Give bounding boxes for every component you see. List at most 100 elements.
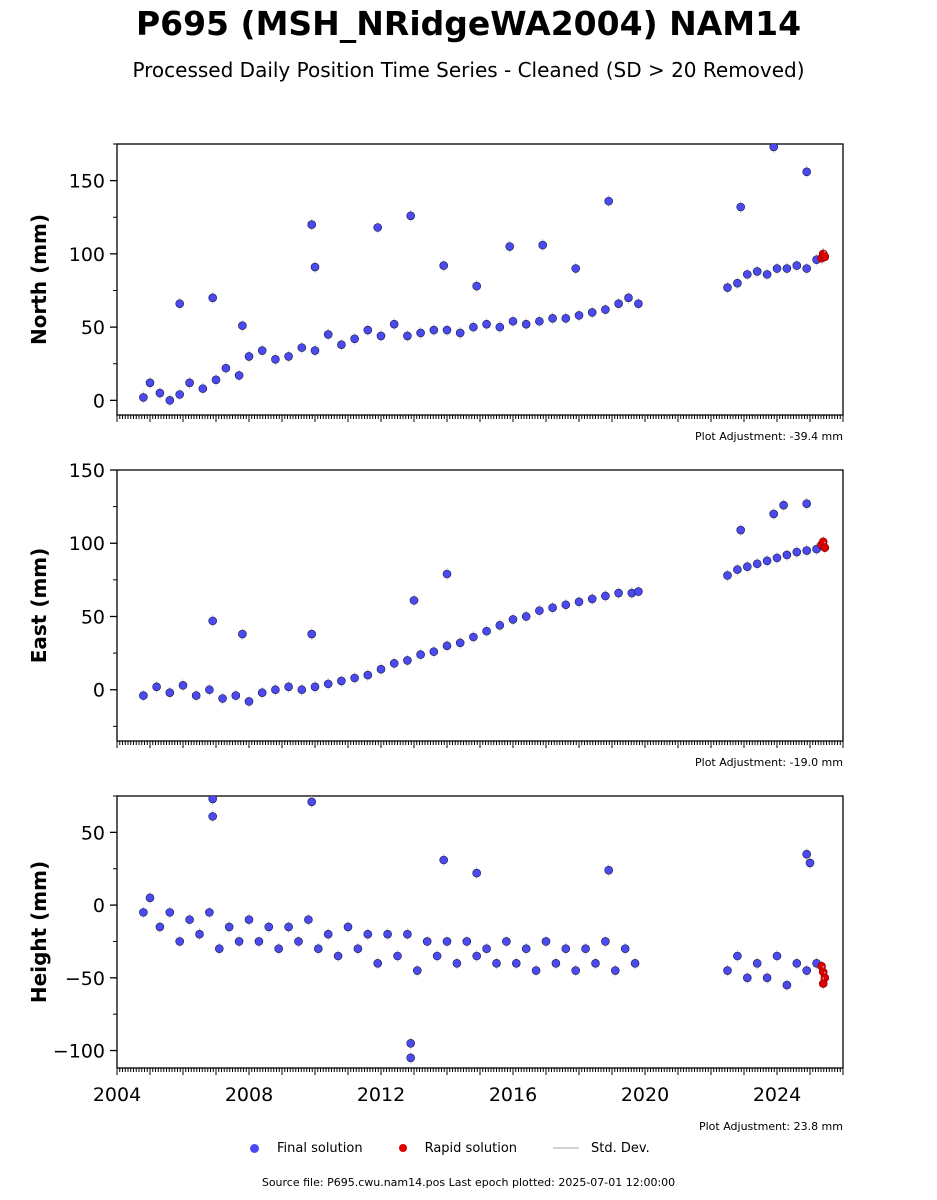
final-solution-point	[412, 966, 422, 975]
final-solution-point	[409, 596, 419, 605]
final-solution-point	[630, 958, 640, 968]
x-tick-label: 2008	[225, 1084, 273, 1106]
final-solution-point	[343, 922, 353, 932]
final-solution-point	[482, 944, 491, 954]
final-solution-point	[561, 944, 571, 954]
final-solution-point	[782, 980, 792, 990]
final-solution-point	[779, 500, 788, 510]
final-solution-point	[742, 973, 752, 983]
final-solution-point	[574, 311, 584, 320]
final-solution-point	[254, 937, 264, 946]
final-solution-point	[191, 691, 201, 700]
y-tick-label: 50	[81, 606, 105, 628]
final-solution-point	[429, 325, 439, 335]
final-solution-point	[152, 682, 161, 692]
final-solution-point	[231, 691, 241, 700]
final-solution-point	[353, 944, 363, 954]
final-solution-point	[733, 278, 742, 288]
final-solution-point	[274, 944, 284, 954]
final-solution-point	[208, 796, 217, 804]
final-solution-point	[733, 951, 742, 961]
plot-adjustment-note: Plot Adjustment: -19.0 mm	[695, 756, 843, 769]
y-tick-label: 100	[69, 244, 105, 266]
final-solution-point	[376, 664, 386, 674]
final-solution-point	[297, 343, 307, 352]
final-solution-point	[383, 929, 392, 939]
final-solution-point	[561, 314, 571, 323]
final-solution-point	[271, 355, 280, 364]
final-solution-point	[307, 220, 317, 229]
final-solution-point	[792, 958, 802, 968]
data-layer	[139, 497, 830, 708]
final-solution-point	[185, 378, 194, 388]
final-solution-point	[323, 679, 333, 689]
final-solution-point	[548, 314, 557, 323]
final-solution-point	[723, 966, 732, 975]
final-solution-point	[175, 299, 184, 308]
final-solution-point	[264, 922, 274, 932]
final-solution-point	[145, 378, 155, 388]
final-solution-point	[802, 167, 812, 177]
final-solution-point	[752, 559, 762, 569]
final-solution-point	[581, 944, 590, 954]
final-solution-point	[165, 688, 175, 697]
final-solution-point	[393, 951, 402, 961]
final-solution-point	[482, 319, 491, 329]
chart-title: P695 (MSH_NRidgeWA2004) NAM14	[135, 4, 802, 43]
final-solution-point	[472, 868, 482, 878]
final-solution-point	[802, 499, 812, 508]
final-solution-point	[505, 242, 515, 251]
final-solution-point	[769, 509, 779, 519]
y-tick-label: 50	[81, 317, 105, 339]
legend-label-stddev: Std. Dev.	[591, 1140, 650, 1156]
final-solution-point	[211, 375, 221, 385]
final-solution-point	[175, 937, 184, 946]
final-solution-point	[363, 670, 373, 680]
final-solution-point	[350, 673, 359, 683]
final-solution-point	[733, 565, 742, 574]
final-solution-point	[205, 685, 214, 695]
final-solution-point	[772, 553, 782, 563]
final-solution-point	[508, 615, 518, 624]
rapid-solution-point	[820, 252, 830, 262]
final-solution-point	[561, 600, 571, 610]
final-solution-point	[587, 308, 597, 317]
final-solution-point	[762, 973, 772, 983]
final-solution-point	[462, 937, 472, 946]
final-solution-point	[165, 396, 175, 405]
y-tick-label: 150	[69, 171, 105, 193]
final-solution-point	[238, 321, 247, 330]
data-layer	[139, 144, 830, 407]
y-tick-label: −100	[53, 1041, 105, 1063]
final-solution-point	[614, 299, 623, 308]
x-tick-label: 2024	[753, 1084, 801, 1106]
final-solution-point	[535, 606, 544, 615]
final-solution-point	[350, 334, 359, 344]
final-solution-point	[802, 546, 812, 555]
final-solution-point	[284, 922, 293, 932]
final-solution-point	[624, 293, 633, 303]
final-solution-point	[439, 855, 449, 865]
final-solution-point	[521, 319, 531, 329]
final-solution-marker-icon	[250, 1143, 259, 1153]
y-tick-label: 0	[93, 680, 105, 702]
final-solution-point	[723, 571, 732, 580]
y-tick-label: 50	[81, 822, 105, 844]
final-solution-point	[403, 929, 412, 939]
y-axis-label: East (mm)	[27, 548, 51, 664]
final-solution-point	[333, 951, 343, 961]
final-solution-point	[772, 951, 782, 961]
final-solution-point	[601, 305, 610, 314]
final-solution-point	[208, 616, 217, 626]
plot-adjustment-note: Plot Adjustment: 23.8 mm	[699, 1120, 843, 1133]
final-solution-point	[634, 587, 643, 596]
y-axis-label: North (mm)	[27, 214, 51, 345]
final-solution-point	[736, 202, 746, 212]
final-solution-point	[634, 299, 643, 308]
final-solution-point	[195, 929, 204, 939]
final-solution-point	[139, 908, 148, 917]
x-tick-label: 2020	[621, 1084, 669, 1106]
final-solution-point	[205, 908, 214, 917]
final-solution-point	[139, 691, 148, 700]
legend-item-rapid: Rapid solution	[398, 1141, 517, 1156]
